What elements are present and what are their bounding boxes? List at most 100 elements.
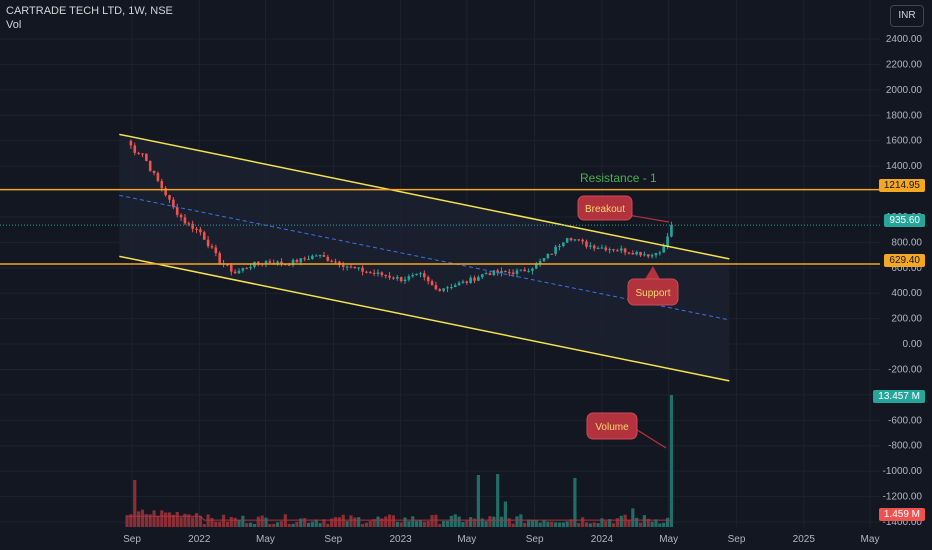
volume-bar bbox=[252, 523, 257, 527]
candle bbox=[623, 247, 627, 256]
candle bbox=[531, 267, 534, 275]
volume-bar bbox=[225, 521, 230, 527]
volume-bar bbox=[538, 522, 542, 527]
volume-bar bbox=[557, 522, 562, 527]
candle bbox=[538, 258, 542, 267]
volume-bar bbox=[330, 518, 334, 527]
candle bbox=[480, 274, 484, 280]
volume-bar bbox=[519, 514, 523, 527]
candle bbox=[326, 254, 330, 262]
candle bbox=[407, 274, 411, 282]
support-label: Support bbox=[635, 288, 670, 299]
volume-bar bbox=[654, 519, 658, 527]
price-tick-label: 1600.00 bbox=[886, 136, 923, 147]
candle bbox=[504, 270, 507, 273]
volume-bar bbox=[438, 524, 442, 527]
volume-bar bbox=[615, 518, 619, 527]
volume-bar bbox=[167, 512, 172, 527]
candle bbox=[446, 285, 449, 293]
volume-bar bbox=[391, 515, 396, 527]
candle bbox=[411, 272, 415, 278]
candle bbox=[646, 254, 650, 259]
candle bbox=[423, 270, 426, 281]
volume-bar bbox=[357, 517, 361, 527]
volume-bar bbox=[569, 519, 573, 527]
candle bbox=[318, 254, 322, 259]
volume-bar bbox=[542, 520, 546, 527]
candle bbox=[368, 270, 372, 274]
candle bbox=[241, 267, 245, 273]
candle bbox=[357, 266, 360, 271]
volume-bar bbox=[376, 516, 380, 527]
time-tick-label: Sep bbox=[324, 534, 342, 545]
candle bbox=[600, 244, 604, 249]
candle bbox=[473, 275, 476, 284]
volume-bar bbox=[499, 516, 504, 527]
volume-bar bbox=[662, 522, 666, 527]
volume-callout[interactable]: Volume bbox=[586, 412, 667, 449]
channel-bottom-line[interactable] bbox=[119, 255, 730, 382]
volume-bar bbox=[600, 518, 604, 527]
time-axis[interactable]: Sep 2022 May Sep 2023 May Sep 2024 May Sep 2025 May bbox=[123, 534, 879, 545]
volume-bar bbox=[523, 522, 527, 527]
candle bbox=[507, 268, 511, 277]
candle bbox=[569, 237, 573, 242]
price-tick-label: -200.00 bbox=[888, 364, 922, 375]
breakout-callout[interactable]: Breakout bbox=[577, 195, 670, 223]
volume-indicator-label[interactable]: Vol bbox=[6, 19, 22, 31]
volume-bar bbox=[179, 517, 183, 527]
volume-bar bbox=[631, 508, 635, 527]
volume-bar bbox=[364, 522, 369, 527]
volume-bar bbox=[237, 520, 241, 527]
candle bbox=[376, 269, 380, 277]
volume-bar bbox=[299, 518, 303, 527]
candle bbox=[596, 246, 600, 250]
volume-bar bbox=[264, 517, 268, 527]
candle bbox=[403, 276, 407, 284]
volume-bar bbox=[133, 479, 137, 527]
volume-bar bbox=[202, 524, 206, 527]
channel-top-line[interactable] bbox=[119, 133, 730, 260]
volume-bar bbox=[191, 517, 195, 527]
resistance-label: Resistance - 1 bbox=[580, 171, 657, 185]
volume-bar bbox=[268, 523, 272, 527]
candle bbox=[550, 253, 554, 255]
candle bbox=[562, 242, 565, 248]
volume-bar bbox=[526, 519, 531, 527]
volume-bar bbox=[341, 514, 345, 527]
volume-bar bbox=[314, 519, 318, 527]
support-price-badge: 629.40 bbox=[884, 254, 925, 267]
price-axis[interactable]: 2400.00 2200.00 2000.00 1800.00 1600.00 1400.… bbox=[883, 34, 923, 528]
time-tick-label: Sep bbox=[526, 534, 544, 545]
volume-bar bbox=[611, 523, 616, 527]
candle bbox=[345, 265, 349, 271]
candle bbox=[195, 226, 198, 234]
volume-bar bbox=[403, 517, 407, 527]
breakout-label: Breakout bbox=[585, 204, 625, 215]
volume-bar bbox=[418, 520, 423, 527]
support-callout[interactable]: Support bbox=[627, 266, 679, 306]
volume-bar bbox=[646, 518, 650, 527]
volume-bar bbox=[658, 523, 662, 527]
volume-bar bbox=[635, 517, 639, 527]
candle bbox=[295, 258, 299, 263]
candle bbox=[330, 259, 333, 263]
currency-button[interactable]: INR bbox=[890, 5, 924, 27]
current-price-badge: 935.60 bbox=[884, 214, 925, 227]
volume-bar bbox=[318, 523, 322, 527]
volume-bar bbox=[333, 517, 338, 527]
volume-bar bbox=[198, 515, 202, 527]
volume-bar bbox=[469, 517, 473, 527]
volume-bar bbox=[221, 514, 226, 527]
volume-bar bbox=[407, 521, 411, 527]
volume-bar bbox=[345, 521, 349, 527]
volume-bar bbox=[492, 516, 496, 527]
volume-bar bbox=[303, 518, 307, 527]
candle bbox=[670, 221, 673, 238]
candle bbox=[477, 275, 480, 282]
candle bbox=[419, 271, 422, 278]
volume-bars bbox=[125, 395, 674, 527]
candle bbox=[619, 245, 623, 254]
volume-bar bbox=[206, 514, 210, 527]
